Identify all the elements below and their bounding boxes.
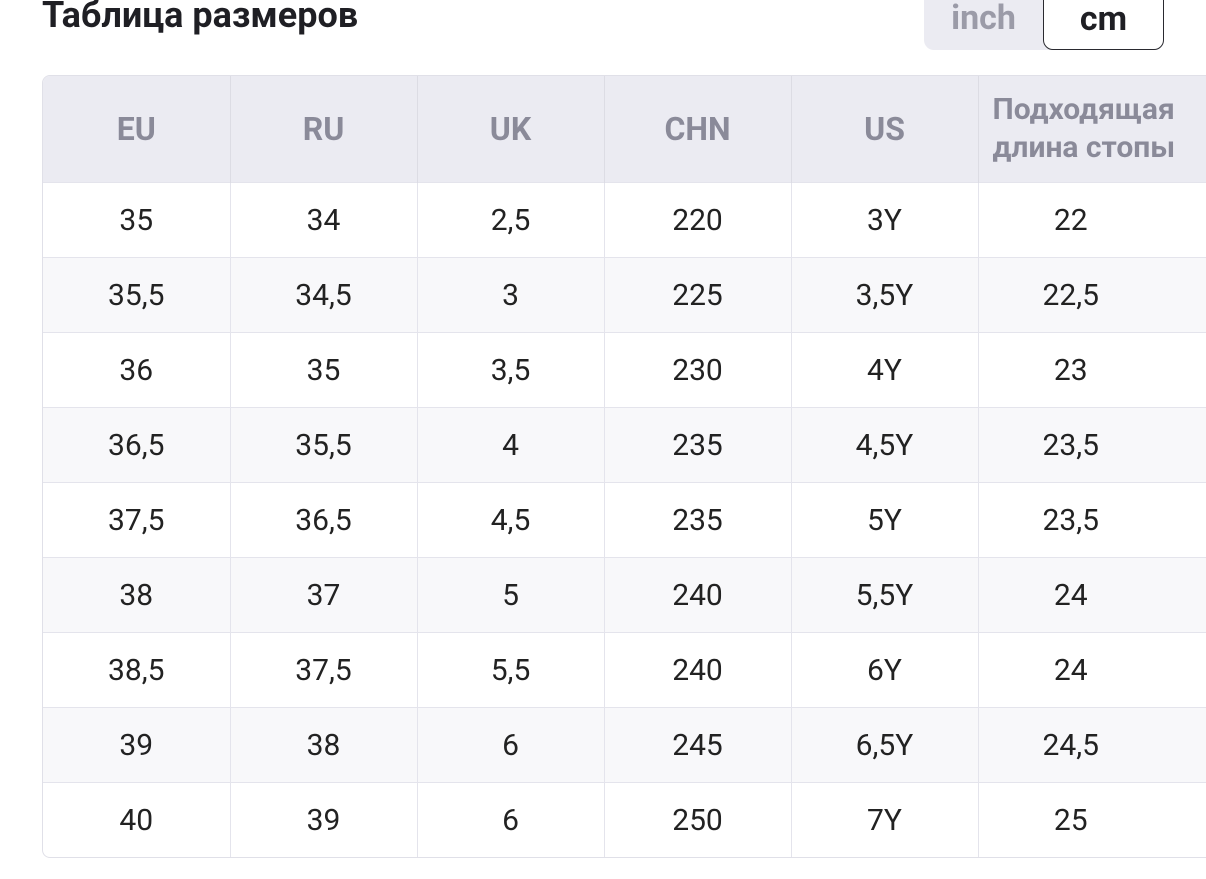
table: EU RU UK CHN US Подходящая длина стопы 35 34 2,…	[43, 76, 1206, 857]
table-body: 35 34 2,5 220 3Y 22 35,5 34,5 3 225 3,5Y 22,5 36 35 3,…	[43, 182, 1206, 857]
table-cell: 250	[604, 782, 792, 857]
table-cell: 230	[604, 332, 792, 408]
table-cell: 40	[43, 782, 231, 857]
table-cell: 35,5	[43, 257, 231, 333]
table-row: 40 39 6 250 7Y 25	[43, 782, 1206, 857]
table-row: 36,5 35,5 4 235 4,5Y 23,5	[43, 407, 1206, 483]
table-cell: 23	[978, 332, 1206, 408]
column-header: US	[791, 76, 979, 183]
table-cell: 6,5Y	[791, 707, 979, 783]
table-cell: 23,5	[978, 482, 1206, 558]
column-header: UK	[417, 76, 605, 183]
table-cell: 35,5	[230, 407, 418, 483]
table-cell: 34	[230, 182, 418, 258]
table-cell: 7Y	[791, 782, 979, 857]
table-cell: 235	[604, 482, 792, 558]
column-header: CHN	[604, 76, 792, 183]
column-header: Подходящая длина стопы	[978, 76, 1206, 183]
table-cell: 35	[230, 332, 418, 408]
size-table: EU RU UK CHN US Подходящая длина стопы 35 34 2,…	[42, 75, 1206, 858]
table-cell: 240	[604, 632, 792, 708]
column-header: EU	[43, 76, 231, 183]
table-row: 38 37 5 240 5,5Y 24	[43, 557, 1206, 633]
table-cell: 24,5	[978, 707, 1206, 783]
unit-cm[interactable]: cm	[1043, 0, 1164, 50]
table-row: 37,5 36,5 4,5 235 5Y 23,5	[43, 482, 1206, 558]
table-row: 36 35 3,5 230 4Y 23	[43, 332, 1206, 408]
table-cell: 34,5	[230, 257, 418, 333]
table-cell: 37	[230, 557, 418, 633]
table-cell: 38	[43, 557, 231, 633]
column-header: RU	[230, 76, 418, 183]
table-cell: 6	[417, 707, 605, 783]
table-cell: 6	[417, 782, 605, 857]
table-cell: 4,5	[417, 482, 605, 558]
table-cell: 23,5	[978, 407, 1206, 483]
title: Таблица размеров	[42, 0, 359, 36]
unit-toggle: inch cm	[924, 0, 1164, 50]
table-cell: 38,5	[43, 632, 231, 708]
table-cell: 4Y	[791, 332, 979, 408]
table-cell: 2,5	[417, 182, 605, 258]
table-cell: 235	[604, 407, 792, 483]
table-cell: 37,5	[43, 482, 231, 558]
table-cell: 225	[604, 257, 792, 333]
table-cell: 3,5Y	[791, 257, 979, 333]
table-row: 39 38 6 245 6,5Y 24,5	[43, 707, 1206, 783]
table-cell: 4	[417, 407, 605, 483]
unit-inch[interactable]: inch	[951, 0, 1016, 38]
table-cell: 36,5	[230, 482, 418, 558]
table-cell: 4,5Y	[791, 407, 979, 483]
table-cell: 3	[417, 257, 605, 333]
table-cell: 36	[43, 332, 231, 408]
table-row: 38,5 37,5 5,5 240 6Y 24	[43, 632, 1206, 708]
table-cell: 5Y	[791, 482, 979, 558]
table-cell: 6Y	[791, 632, 979, 708]
table-cell: 36,5	[43, 407, 231, 483]
table-cell: 39	[43, 707, 231, 783]
table-cell: 22,5	[978, 257, 1206, 333]
table-cell: 245	[604, 707, 792, 783]
table-cell: 220	[604, 182, 792, 258]
table-row: 35,5 34,5 3 225 3,5Y 22,5	[43, 257, 1206, 333]
table-cell: 240	[604, 557, 792, 633]
table-cell: 38	[230, 707, 418, 783]
table-cell: 35	[43, 182, 231, 258]
table-cell: 5	[417, 557, 605, 633]
table-cell: 5,5Y	[791, 557, 979, 633]
table-cell: 39	[230, 782, 418, 857]
table-cell: 24	[978, 632, 1206, 708]
table-cell: 3,5	[417, 332, 605, 408]
header-row: EU RU UK CHN US Подходящая длина стопы	[43, 76, 1206, 183]
table-cell: 24	[978, 557, 1206, 633]
table-cell: 37,5	[230, 632, 418, 708]
table-cell: 5,5	[417, 632, 605, 708]
table-cell: 22	[978, 182, 1206, 258]
table-row: 35 34 2,5 220 3Y 22	[43, 182, 1206, 258]
table-cell: 25	[978, 782, 1206, 857]
table-cell: 3Y	[791, 182, 979, 258]
